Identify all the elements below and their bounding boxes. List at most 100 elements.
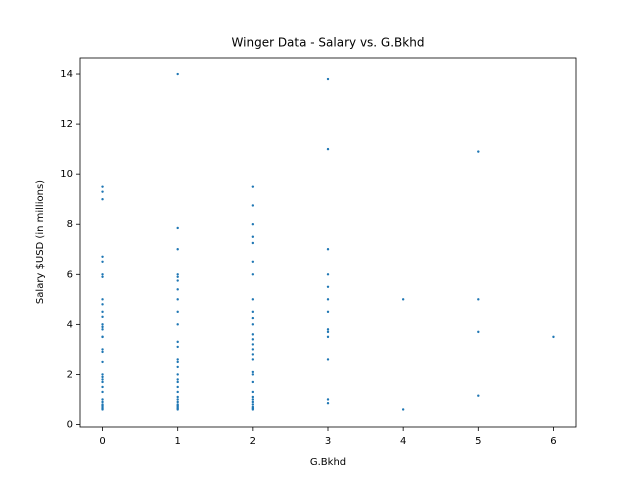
point [251,408,255,411]
point [326,398,330,401]
point [176,358,179,361]
point [176,345,179,349]
point [326,310,330,314]
point [251,298,255,301]
point [101,380,104,384]
point [251,310,255,314]
point [477,394,480,397]
point [326,402,330,405]
y-tick-label: 0 [67,419,73,430]
point [101,273,104,276]
point [251,241,255,245]
point [101,310,104,314]
point [101,348,104,351]
point [176,378,179,381]
point [251,333,255,336]
point [176,323,179,326]
point [251,204,255,207]
point [326,328,330,331]
point [176,340,179,344]
point [101,323,104,326]
y-tick-label: 4 [67,319,73,330]
point [176,298,179,301]
point [477,150,480,153]
point [176,365,179,369]
point [552,335,555,339]
y-tick-label: 10 [60,169,73,180]
point [176,400,179,404]
point [101,185,104,188]
point [251,358,255,361]
point [176,380,179,384]
point [251,316,255,320]
point [176,275,179,278]
point [251,370,255,374]
y-tick-label: 8 [67,219,73,230]
point [326,273,330,276]
x-tick-label: 5 [475,436,481,447]
y-axis-label: Salary $USD (in millions) [35,180,46,304]
point [326,147,330,151]
point [101,385,104,389]
point [176,72,179,76]
point [477,298,480,301]
point [101,350,104,354]
point [176,273,179,276]
point [401,298,405,301]
point [251,353,255,356]
point [176,279,179,282]
point [251,343,255,346]
point [251,400,255,404]
point [101,190,104,193]
point [101,375,104,379]
point [251,398,255,401]
point [101,360,104,364]
x-tick-label: 1 [175,436,181,447]
chart-title: Winger Data - Salary vs. G.Bkhd [232,36,425,50]
y-tick-label: 14 [60,69,73,80]
point [251,395,255,399]
point [251,403,255,406]
point [176,360,179,364]
point [176,395,179,399]
point [101,390,104,394]
point [251,223,255,226]
y-tick-label: 6 [67,269,73,280]
point [251,235,255,238]
point [251,260,255,263]
point [251,338,255,341]
point [101,328,104,331]
point [101,398,104,401]
point [251,348,255,351]
point [101,275,104,278]
point [176,288,179,291]
point [101,400,104,404]
x-tick-label: 3 [325,436,331,447]
x-tick-label: 2 [250,436,256,447]
point [326,335,330,339]
point [101,197,104,201]
point [326,285,330,289]
point [326,77,330,81]
point [101,373,104,376]
point [101,255,104,258]
point [326,248,330,251]
point [101,315,104,319]
point [101,298,104,301]
point [101,378,104,381]
point [401,408,405,411]
point [176,398,179,401]
point [176,385,179,389]
point [101,335,104,339]
x-tick-label: 6 [550,436,556,447]
point [176,373,179,376]
point [176,390,179,394]
y-tick-label: 12 [60,119,73,130]
point [251,273,255,276]
point [251,380,255,384]
point [251,185,255,188]
point [101,408,104,411]
point [176,408,179,411]
